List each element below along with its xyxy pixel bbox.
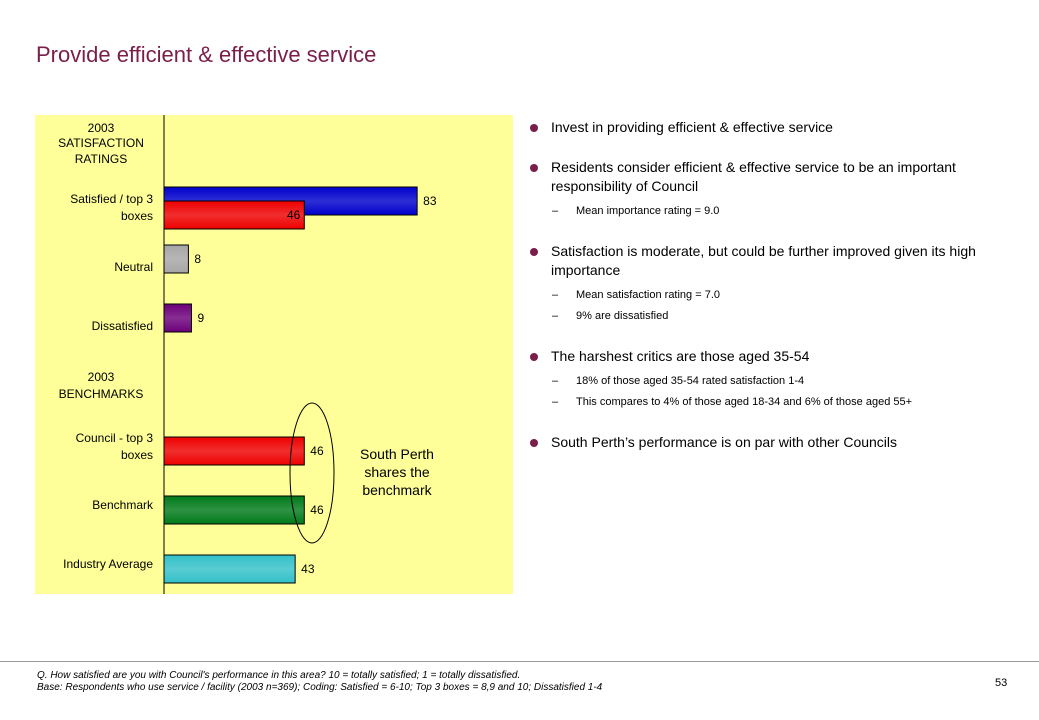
bar <box>163 436 305 466</box>
section-header-2: 2003 <box>88 370 115 384</box>
slide-title: Provide efficient & effective service <box>36 42 377 67</box>
annotation-text: benchmark <box>362 482 432 498</box>
section-header-2: BENCHMARKS <box>59 387 144 401</box>
page-number: 53 <box>995 677 1008 689</box>
category-label: Satisfied / top 3 <box>70 192 153 206</box>
category-label: Benchmark <box>92 498 154 512</box>
sub-bullet: – 18% of those aged 35-54 rated satisfact… <box>527 374 997 389</box>
dash-icon: – <box>552 289 559 301</box>
annotation-text: South Perth <box>360 446 434 462</box>
bar-value-label: 46 <box>310 503 324 517</box>
annotation-ellipse <box>289 402 335 544</box>
annotation-text: shares the <box>364 464 430 480</box>
dash-icon: – <box>552 396 559 408</box>
bullet-text: The harshest critics are those aged 35-5… <box>551 348 810 364</box>
section-header-1: SATISFACTION <box>58 136 144 150</box>
bullet-item: Satisfaction is moderate, but could be f… <box>527 242 997 324</box>
bullet-item: Residents consider efficient & effective… <box>527 158 997 219</box>
dash-icon: – <box>552 310 559 322</box>
bullet-item: Invest in providing efficient & effectiv… <box>527 118 997 137</box>
bar-value-label: 8 <box>194 252 201 266</box>
bar-value-label: 43 <box>301 562 315 576</box>
bar <box>163 244 189 274</box>
bar <box>163 554 296 584</box>
bullet-dot-icon <box>530 439 538 447</box>
chart-panel: 2003 SATISFACTION RATINGS 2003 BENCHMARKS Sat… <box>35 115 513 594</box>
bar <box>163 303 192 333</box>
sub-bullet-text: Mean importance rating = 9.0 <box>576 205 720 217</box>
category-label: Council - top 3 <box>76 431 154 445</box>
bullet-dot-icon <box>530 248 538 256</box>
bullet-text: Invest in providing efficient & effectiv… <box>551 119 833 135</box>
section-header-1: RATINGS <box>75 152 127 166</box>
sub-bullet-text: This compares to 4% of those aged 18-34 … <box>576 396 913 408</box>
category-label: boxes <box>121 209 153 223</box>
bullet-dot-icon <box>530 164 538 172</box>
bullet-dot-icon <box>530 353 538 361</box>
category-label: Neutral <box>114 260 153 274</box>
bullet-list: Invest in providing efficient & effectiv… <box>527 118 997 452</box>
footer-divider <box>0 661 1039 662</box>
category-label: boxes <box>121 448 153 462</box>
footnote-question: Q. How satisfied are you with Council's … <box>37 670 521 681</box>
bullet-text: South Perth’s performance is on par with… <box>551 434 898 450</box>
bar <box>163 495 305 525</box>
sub-bullet: – This compares to 4% of those aged 18-34… <box>527 395 997 410</box>
satisfaction-bar-chart: 2003SATISFACTIONRATINGS2003BENCHMARKSSat… <box>58 115 437 594</box>
sub-bullet: – 9% are dissatisfied <box>527 309 997 324</box>
section-header-1: 2003 <box>88 121 115 135</box>
bullet-item: South Perth’s performance is on par with… <box>527 433 997 452</box>
bar-value-label: 46 <box>310 444 324 458</box>
bar-value-label: 46 <box>287 208 301 222</box>
bar-value-label: 83 <box>423 194 437 208</box>
category-label: Dissatisfied <box>92 319 153 333</box>
sub-bullet: – Mean satisfaction rating = 7.0 <box>527 288 997 303</box>
sub-bullet: – Mean importance rating = 9.0 <box>527 204 997 219</box>
dash-icon: – <box>552 205 559 217</box>
sub-bullet-text: 9% are dissatisfied <box>576 310 669 322</box>
bar <box>163 200 305 230</box>
bullet-dot-icon <box>530 124 538 132</box>
dash-icon: – <box>552 375 559 387</box>
footnote: Q. How satisfied are you with Council's … <box>37 670 602 694</box>
footnote-base: Base: Respondents who use service / faci… <box>37 682 603 693</box>
sub-bullet-text: Mean satisfaction rating = 7.0 <box>576 289 720 301</box>
bullet-text: Satisfaction is moderate, but could be f… <box>551 243 976 278</box>
category-label: Industry Average <box>63 557 153 571</box>
sub-bullet-text: 18% of those aged 35-54 rated satisfacti… <box>576 375 805 387</box>
bullet-item: The harshest critics are those aged 35-5… <box>527 347 997 410</box>
bar-value-label: 9 <box>197 311 204 325</box>
bullet-text: Residents consider efficient & effective… <box>551 159 956 194</box>
